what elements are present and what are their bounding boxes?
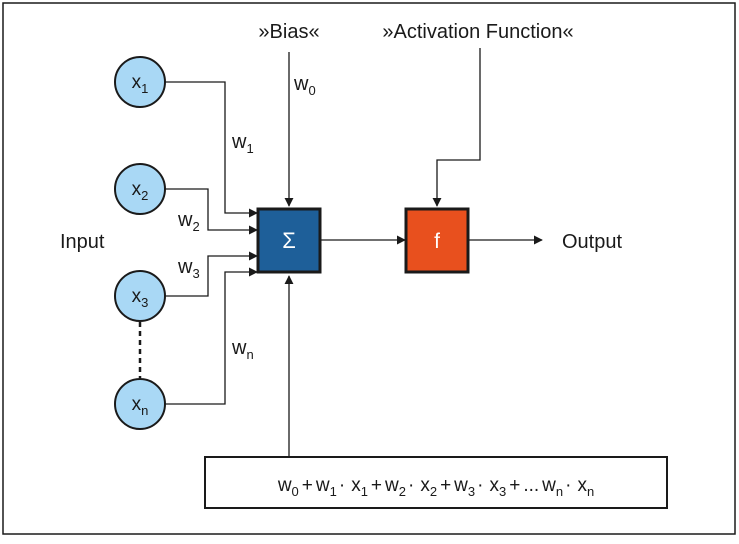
- edge-x2-sum: [165, 188, 258, 235]
- sum-symbol: Σ: [282, 228, 296, 253]
- input-node-xn: xn: [114, 378, 166, 430]
- edge-activation-label-f: [432, 48, 481, 207]
- input-node-x2: x2: [114, 163, 166, 215]
- connections: [165, 48, 543, 456]
- input-node-x1: x1: [114, 56, 166, 108]
- input-node-x3: x3: [114, 270, 166, 322]
- svg-text:x1: x1: [132, 72, 149, 96]
- bias-label: »Bias«: [258, 21, 319, 43]
- x1-var: x: [132, 72, 142, 93]
- sum-box: Σ: [256, 207, 322, 274]
- x2-var: x: [132, 179, 142, 200]
- x1-sub: 1: [141, 81, 148, 96]
- weight-w2-label: w2: [177, 209, 200, 234]
- weighted-sum-formula: w0 + w1 · x1 + w2 · x2 + w3 · x3 +... wn · xn: [277, 475, 594, 499]
- xn-sub: n: [141, 403, 148, 418]
- edge-x3-sum: [165, 251, 258, 297]
- x2-sub: 2: [141, 188, 148, 203]
- output-label: Output: [562, 231, 622, 253]
- weight-w0-label: w0: [293, 73, 316, 98]
- x3-sub: 3: [141, 295, 148, 310]
- svg-text:x3: x3: [132, 286, 149, 310]
- svg-text:x2: x2: [132, 179, 149, 203]
- edge-x1-sum: [165, 81, 258, 218]
- weight-wn-label: wn: [231, 337, 254, 362]
- x3-var: x: [132, 286, 142, 307]
- activation-symbol: f: [434, 230, 440, 253]
- svg-text:xn: xn: [132, 394, 149, 418]
- outer-frame: [2, 2, 736, 535]
- formula-box: w0 + w1 · x1 + w2 · x2 + w3 · x3 +... wn · xn: [204, 456, 668, 509]
- weight-w1-label: w1: [231, 131, 254, 156]
- xn-var: x: [132, 394, 142, 415]
- activation-box: f: [404, 207, 470, 274]
- activation-function-label: »Activation Function«: [382, 21, 573, 43]
- weight-w3-label: w3: [177, 256, 200, 281]
- input-label: Input: [60, 231, 105, 253]
- edge-xn-sum: [165, 267, 258, 405]
